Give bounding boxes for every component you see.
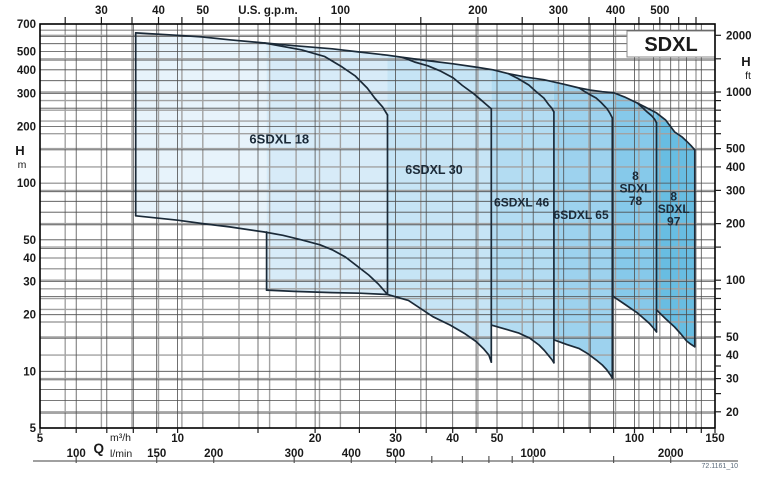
axis-unit-lmin: l/min xyxy=(110,448,132,460)
axis-title-h-ft: H xyxy=(741,54,750,69)
tick-label-gpm: 200 xyxy=(468,5,487,17)
pump-envelope-bands xyxy=(135,32,695,379)
model-label: 97 xyxy=(667,215,681,229)
tick-label-m: 200 xyxy=(17,121,36,133)
tick-label-gpm: 500 xyxy=(650,5,669,17)
tick-label-ft: 30 xyxy=(726,374,739,386)
tick-label-ft: 100 xyxy=(726,275,745,287)
tick-label-ft: 40 xyxy=(726,350,739,362)
tick-label-ft: 2000 xyxy=(726,30,752,42)
envelope-band-1 xyxy=(266,43,388,295)
chart-title-box: SDXL xyxy=(626,30,716,58)
tick-label-lmin: 200 xyxy=(204,448,223,460)
axis-title-q: Q xyxy=(93,441,104,456)
model-label: 6SDXL 65 xyxy=(554,208,609,222)
model-label: 8 xyxy=(632,169,639,183)
tick-label-m: 400 xyxy=(17,65,36,77)
tick-label-ft: 200 xyxy=(726,219,745,231)
axis-top-usgpm: 30 40 50 100 200 300 400 500 U.S. g.p.m. xyxy=(64,5,697,24)
tick-label-m3h: 100 xyxy=(625,433,644,445)
model-label: 78 xyxy=(629,194,643,208)
tick-label-ft: 300 xyxy=(726,185,745,197)
tick-label-ft: 400 xyxy=(726,162,745,174)
plot-border xyxy=(39,23,716,429)
envelope-band-2 xyxy=(387,55,492,363)
tick-label-lmin: 2000 xyxy=(658,448,684,460)
axis-title-h: H xyxy=(15,143,24,158)
envelope-band-4 xyxy=(553,82,613,379)
envelope-bottom-97 xyxy=(655,309,696,348)
tick-label-lmin: 1000 xyxy=(520,448,546,460)
tick-label-ft: 500 xyxy=(726,144,745,156)
tick-label-lmin: 150 xyxy=(147,448,166,460)
tick-label-gpm: 100 xyxy=(331,5,350,17)
tick-label-gpm: 400 xyxy=(606,5,625,17)
tick-label-m3h: 20 xyxy=(309,433,322,445)
envelope-bottom-30 xyxy=(265,289,493,363)
model-label: 6SDXL 18 xyxy=(249,131,309,146)
axis-title-usgpm: U.S. g.p.m. xyxy=(238,5,297,17)
tick-label-ft: 20 xyxy=(726,407,739,419)
axis-right-feet: 2000 1000 500 400 300 200 100 50 40 30 20 Hft xyxy=(715,30,752,419)
tick-label-m: 10 xyxy=(23,366,36,378)
envelope-bottom-65 xyxy=(553,338,614,379)
tick-label-m3h: 30 xyxy=(389,433,402,445)
axis-unit-ft: ft xyxy=(745,70,751,82)
axis-unit-m: m xyxy=(18,159,27,171)
tick-label-m: 300 xyxy=(17,88,36,100)
tick-label-m3h: 5 xyxy=(37,433,44,445)
tick-label-gpm: 30 xyxy=(95,5,108,17)
axis-unit-m3h: m³/h xyxy=(110,432,131,444)
tick-label-m3h: 150 xyxy=(705,433,724,445)
pump-envelope-outlines xyxy=(134,32,696,379)
tick-label-m: 500 xyxy=(17,47,36,59)
envelope-top-curve xyxy=(134,32,696,151)
tick-label-m: 5 xyxy=(30,423,37,435)
tick-label-m3h: 40 xyxy=(446,433,459,445)
model-label: SDXL xyxy=(658,202,690,216)
watermark-code: 72.1161_10 xyxy=(702,463,739,470)
model-label: 6SDXL 30 xyxy=(405,163,462,177)
tick-label-m3h: 50 xyxy=(491,433,504,445)
tick-label-gpm: 300 xyxy=(549,5,568,17)
envelope-knee-18 xyxy=(263,42,389,116)
tick-label-m: 100 xyxy=(17,178,36,190)
tick-label-m: 40 xyxy=(23,253,36,265)
tick-label-m: 30 xyxy=(23,277,36,289)
tick-label-lmin: 500 xyxy=(386,448,405,460)
axis-left-meters: 700 500 400 300 200 100 50 40 30 20 10 5 Hm xyxy=(15,19,36,435)
envelope-bottom-46 xyxy=(490,324,555,364)
tick-label-m: 50 xyxy=(23,235,36,247)
model-label: SDXL xyxy=(619,181,651,195)
model-label: 8 xyxy=(670,190,677,204)
axis-bottom-m3h: 5 10 20 30 40 50 100 150 Qm³/h l/min xyxy=(37,428,725,460)
tick-label-ft: 50 xyxy=(726,332,739,344)
tick-label-ft: 1000 xyxy=(726,87,752,99)
tick-label-m3h: 10 xyxy=(171,433,184,445)
envelope-knee-78 xyxy=(636,102,658,124)
tick-label-lmin: 400 xyxy=(342,448,361,460)
grid-unit-lines xyxy=(40,24,715,428)
tick-label-m: 700 xyxy=(17,19,36,31)
tick-label-m: 20 xyxy=(23,310,36,322)
tick-label-lmin: 100 xyxy=(67,448,86,460)
tick-label-lmin: 300 xyxy=(285,448,304,460)
tick-label-gpm: 50 xyxy=(196,5,209,17)
chart-title: SDXL xyxy=(644,34,697,56)
envelope-knee-46 xyxy=(507,72,555,113)
envelope-bottom-18 xyxy=(134,214,389,296)
model-label: 6SDXL 46 xyxy=(494,196,549,210)
envelope-knee-65 xyxy=(578,87,614,119)
tick-label-gpm: 40 xyxy=(152,5,165,17)
grid-metric-lines xyxy=(40,24,715,428)
envelope-bottom-78 xyxy=(611,294,658,333)
envelope-band-0 xyxy=(135,32,267,233)
axis-lmin-ruler: 100 150 200 300 400 500 1000 2000 xyxy=(33,448,738,463)
envelope-knee-30 xyxy=(401,56,493,110)
title-box-bg xyxy=(626,30,716,58)
